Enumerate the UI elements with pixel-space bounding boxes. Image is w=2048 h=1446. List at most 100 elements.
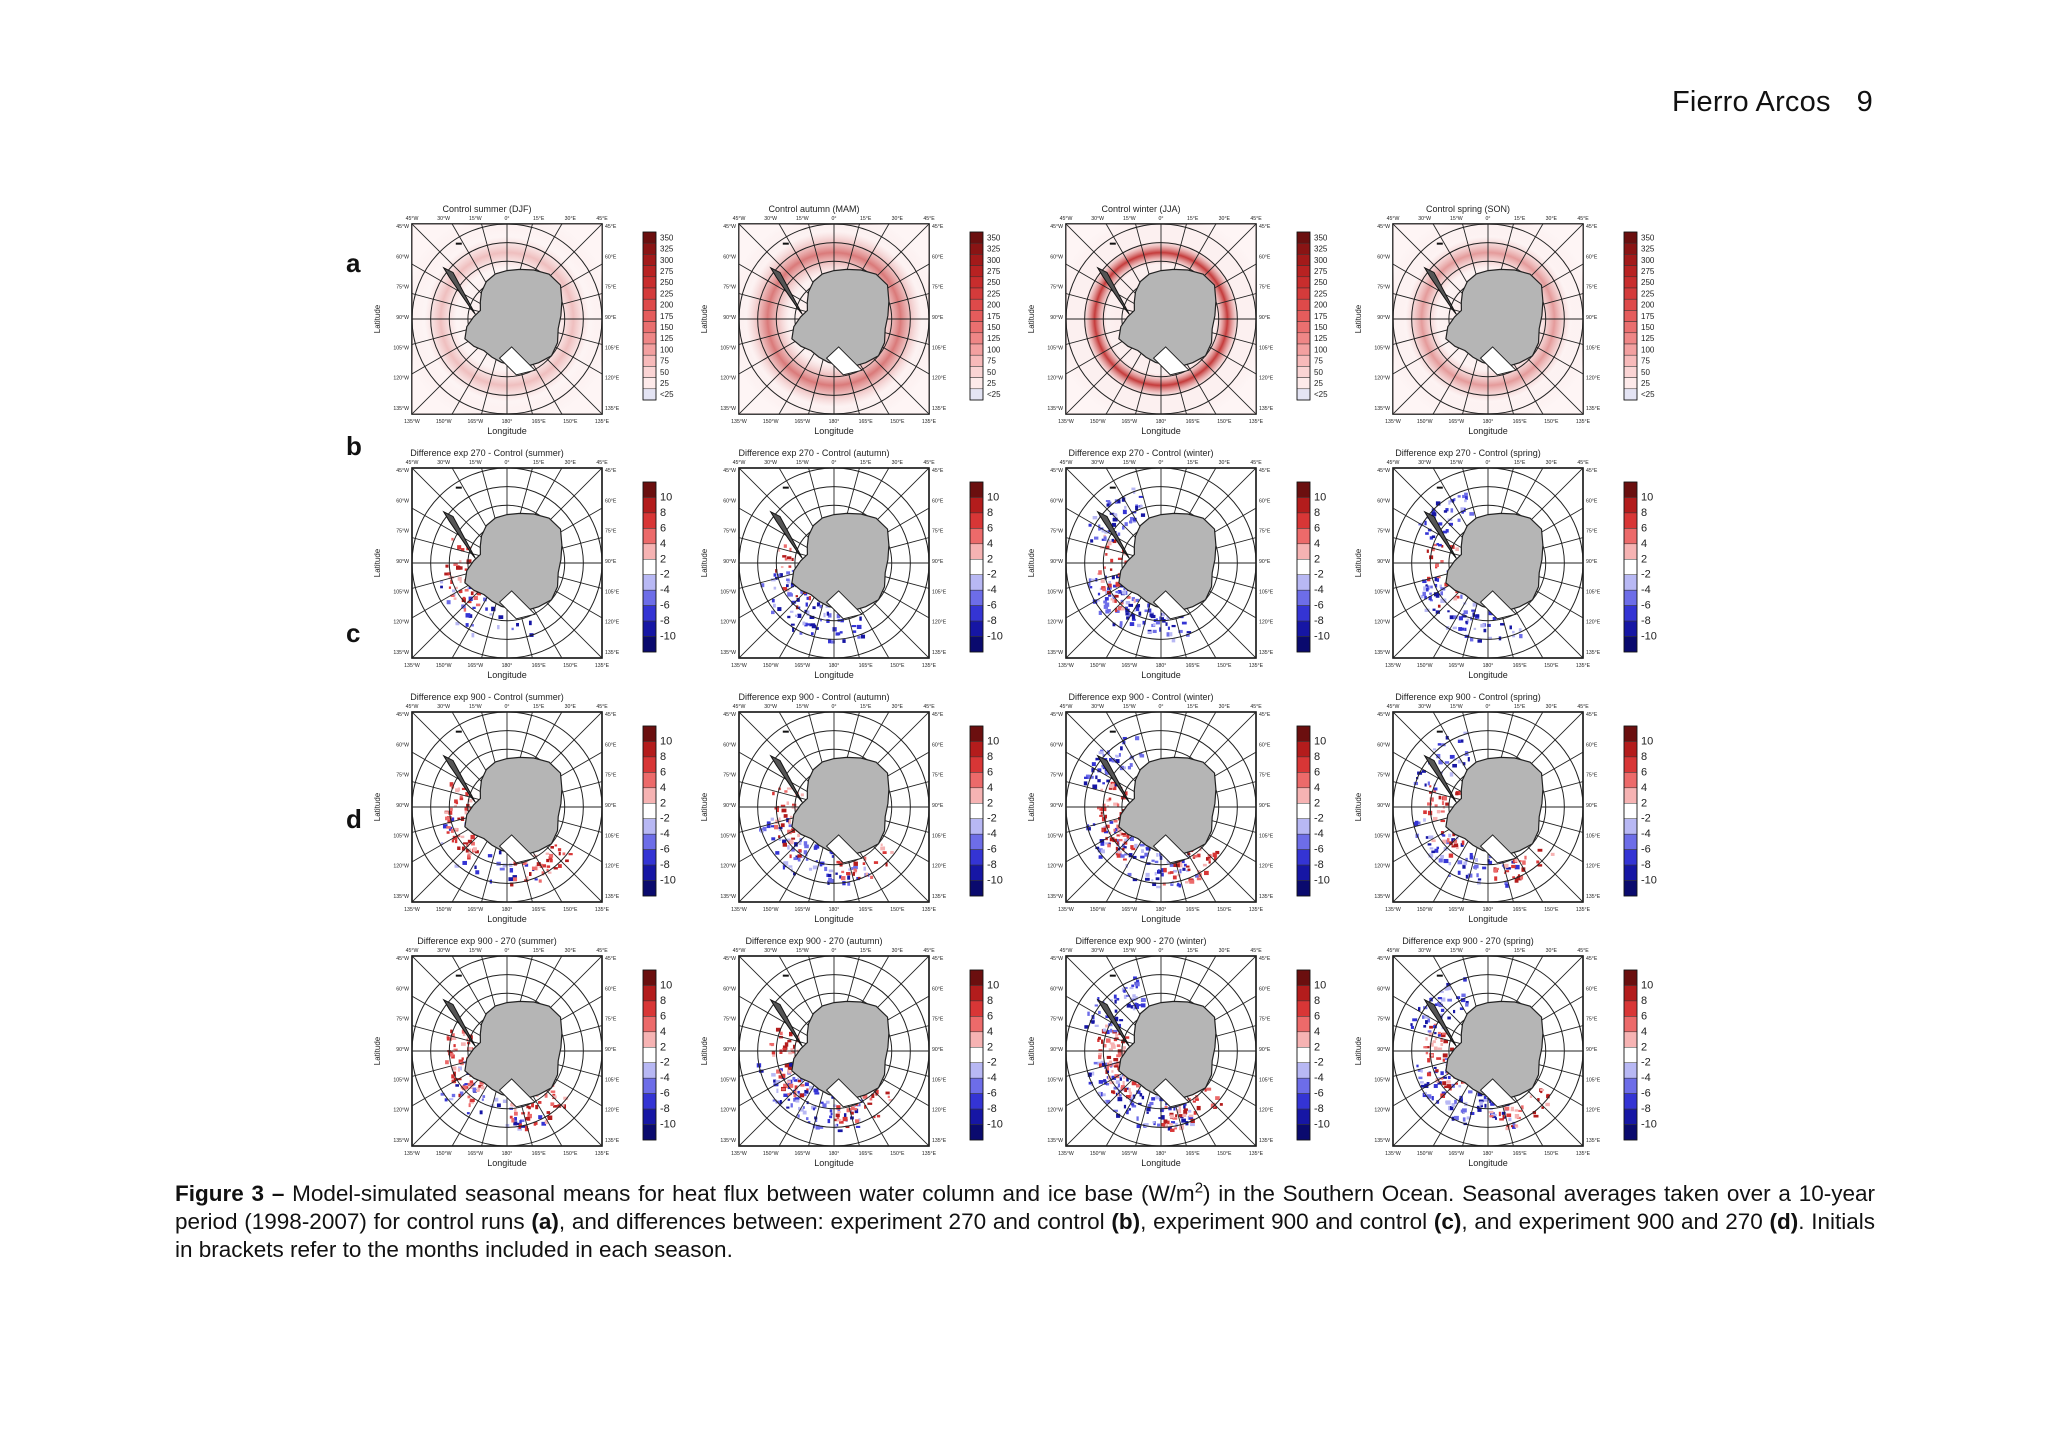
flux-cell <box>825 1100 830 1104</box>
colorbar-label: -4 <box>1641 1072 1651 1084</box>
row-label-c: c <box>346 618 361 648</box>
flux-cell <box>798 849 802 853</box>
left-tick-label: 135°W <box>1047 406 1063 412</box>
flux-cell <box>1447 610 1450 613</box>
flux-cell <box>760 583 765 588</box>
left-tick-label: 90°W <box>1377 1047 1390 1053</box>
flux-cell <box>452 835 458 840</box>
flux-cell <box>1425 1020 1428 1025</box>
flux-cell <box>1097 1036 1101 1040</box>
flux-cell <box>788 1083 794 1088</box>
flux-cell <box>800 1077 803 1082</box>
flux-cell <box>1442 795 1448 801</box>
flux-cell <box>456 565 461 570</box>
colorbar-label: 350 <box>987 233 1001 242</box>
flux-cell <box>512 877 518 882</box>
colorbar-label: 50 <box>987 368 996 377</box>
right-tick-label: 120°E <box>1586 864 1601 870</box>
flux-cell <box>1440 1008 1445 1012</box>
flux-cell <box>805 1117 809 1121</box>
colorbar-label: 350 <box>1641 233 1655 242</box>
left-tick-label: 45°W <box>1050 224 1063 230</box>
colorbar-swatch <box>1623 985 1638 1002</box>
flux-cell <box>829 1115 833 1119</box>
flux-cell <box>1083 781 1088 786</box>
colorbar-swatch <box>642 589 657 606</box>
flux-cell <box>790 1048 794 1052</box>
top-tick-label: 15°W <box>1450 216 1463 222</box>
colorbar-label: 350 <box>1314 233 1328 242</box>
flux-cell <box>1116 839 1120 843</box>
flux-cell <box>546 858 550 863</box>
flux-cell <box>1109 999 1113 1002</box>
left-tick-label: 135°W <box>1374 894 1390 900</box>
bottom-tick-label: 165°W <box>1122 1151 1138 1157</box>
colorbar-label: 175 <box>1641 312 1655 321</box>
meridian-line <box>1432 824 1479 902</box>
left-tick-label: 105°W <box>1374 833 1390 839</box>
flux-cell <box>818 1125 824 1129</box>
bottom-tick-label: 180° <box>1483 419 1494 425</box>
colorbar-swatch <box>1623 559 1638 575</box>
flux-cell <box>1137 1102 1142 1105</box>
antarctic-peninsula <box>1423 510 1457 559</box>
meridian-line <box>412 751 490 798</box>
antarctic-peninsula <box>1096 754 1130 803</box>
caption-ref-a: (a) <box>531 1209 559 1234</box>
colorbar-label: -2 <box>987 1057 997 1069</box>
flux-cell <box>1536 860 1540 864</box>
flux-cell <box>1155 1095 1159 1100</box>
flux-cell <box>1152 623 1156 627</box>
flux-cell <box>1444 986 1449 991</box>
colorbar-swatch <box>1623 803 1638 819</box>
flux-cell <box>784 1063 790 1068</box>
flux-cell <box>1455 792 1459 796</box>
right-tick-label: 120°E <box>932 864 947 870</box>
flux-cell <box>1504 1106 1510 1111</box>
flux-cell <box>1189 879 1195 884</box>
meridian-line <box>739 712 820 793</box>
flux-cell <box>1118 753 1121 757</box>
flux-cell <box>1170 1128 1175 1132</box>
flux-cell <box>1448 853 1454 858</box>
colorbar-swatch <box>1623 512 1638 529</box>
flux-cell <box>468 1103 471 1108</box>
flux-cell <box>778 826 783 829</box>
map-panel: Difference exp 900 - Control (autumn) 45°… <box>699 686 1029 930</box>
flux-cell <box>1106 1055 1112 1059</box>
flux-cell <box>1136 1116 1139 1121</box>
flux-cell <box>1493 868 1498 873</box>
right-tick-label: 90°E <box>605 1047 617 1053</box>
flux-cell <box>800 1084 805 1087</box>
bottom-tick-label: 165°W <box>468 1151 484 1157</box>
flux-cell <box>1423 810 1427 815</box>
flux-cell <box>1192 1099 1196 1103</box>
colorbar-swatch <box>1623 620 1638 637</box>
flux-cell <box>440 842 444 845</box>
flux-cell <box>1450 508 1454 513</box>
colorbar-swatch <box>1296 497 1311 514</box>
top-tick-label: 45°W <box>406 948 419 954</box>
flux-cell <box>1101 817 1106 822</box>
flux-cell <box>548 871 552 874</box>
colorbar-swatch <box>642 388 657 401</box>
flux-cell <box>1494 1113 1497 1117</box>
flux-cell <box>1131 1105 1137 1108</box>
top-tick-label: 15°W <box>796 704 809 710</box>
flux-cell <box>823 612 826 618</box>
flux-cell <box>1449 615 1455 620</box>
colorbar-label: 8 <box>660 507 666 519</box>
flux-cell <box>1213 856 1217 861</box>
meridian-line <box>1393 781 1469 803</box>
flux-cell <box>787 829 792 835</box>
flux-cell <box>1429 1042 1434 1047</box>
flux-cell <box>509 863 513 867</box>
flux-cell <box>1518 1109 1523 1112</box>
colorbar-swatch <box>1623 298 1638 311</box>
flux-cell <box>1124 606 1128 611</box>
flux-cell <box>1437 997 1442 1000</box>
flux-cell <box>546 1111 551 1114</box>
left-tick-label: 75°W <box>1377 529 1390 535</box>
meridian-line <box>1066 263 1144 310</box>
top-tick-label: 0° <box>1159 460 1164 466</box>
